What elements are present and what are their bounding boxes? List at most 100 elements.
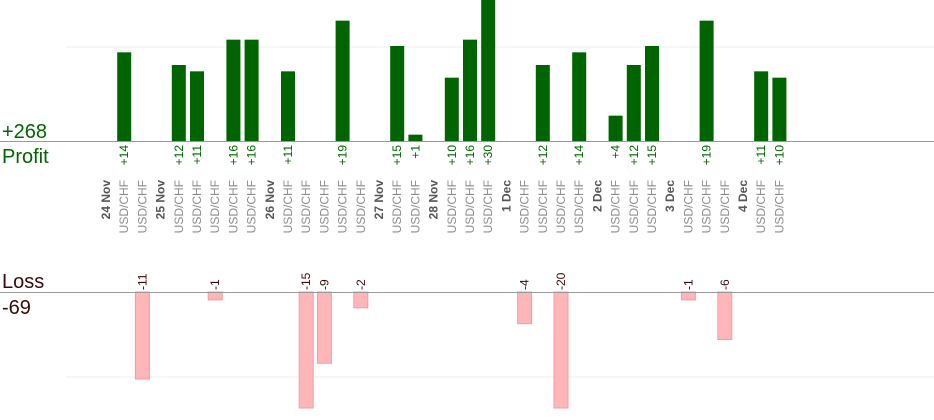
loss-bar <box>298 291 314 409</box>
pair-label: USD/CHF <box>645 180 659 233</box>
loss-value-label: -2 <box>354 279 368 290</box>
date-label: 1 Dec <box>499 180 513 212</box>
pair-label: USD/CHF <box>299 180 313 233</box>
profit-bar <box>171 65 186 141</box>
pair-label: USD/CHF <box>463 180 477 233</box>
pair-label: USD/CHF <box>754 180 768 233</box>
date-label: 2 Dec <box>590 180 604 212</box>
pair-label: USD/CHF <box>190 180 204 233</box>
pair-label: USD/CHF <box>245 180 259 233</box>
loss-label: Loss <box>2 271 44 293</box>
pair-label: USD/CHF <box>518 180 532 233</box>
loss-value-label: -4 <box>518 279 532 290</box>
date-label: 25 Nov <box>154 180 168 220</box>
profit-value-label: +12 <box>172 145 186 166</box>
profit-value-label: +19 <box>700 145 714 166</box>
pair-label: USD/CHF <box>572 180 586 233</box>
date-label: 24 Nov <box>99 180 113 220</box>
profit-bars: +14 +12 +11 +16 +16 +11 +19 +15 +1 +10 +16 +30 +12 +1… <box>117 0 787 166</box>
loss-bar <box>134 291 150 380</box>
pair-label: USD/CHF <box>390 180 404 233</box>
profit-bar <box>226 39 241 141</box>
pair-label: USD/CHF <box>408 180 422 233</box>
profit-value-label: +16 <box>245 145 259 166</box>
pair-label: USD/CHF <box>700 180 714 233</box>
loss-bar <box>553 291 569 409</box>
profit-bar <box>281 71 295 141</box>
profit-value-label: +10 <box>772 145 786 166</box>
loss-bar <box>207 291 223 301</box>
profit-value-label: +19 <box>336 145 350 166</box>
pair-label: USD/CHF <box>536 180 550 233</box>
profit-bar <box>772 77 787 141</box>
profit-value-label: +1 <box>408 145 422 159</box>
profit-bar <box>572 52 587 142</box>
profit-bar <box>535 65 550 141</box>
profit-value-label: +15 <box>390 145 404 166</box>
loss-total: -69 <box>2 297 31 319</box>
profit-bar <box>754 71 769 141</box>
pair-label: USD/CHF <box>226 180 240 233</box>
profit-value-label: +4 <box>609 145 623 159</box>
loss-bar <box>353 291 369 309</box>
pair-label: USD/CHF <box>172 180 186 233</box>
pair-label: USD/CHF <box>317 180 331 233</box>
pair-label: USD/CHF <box>681 180 695 233</box>
profit-value-label: +16 <box>463 145 477 166</box>
profit-value-label: +10 <box>445 145 459 166</box>
profit-bar <box>117 52 132 142</box>
date-label: 26 Nov <box>263 180 277 220</box>
profit-value-label: +15 <box>645 145 659 166</box>
column-labels: 24 Nov USD/CHF USD/CHF 25 Nov USD/CHF USD/CHF… <box>99 180 786 234</box>
profit-bar <box>608 115 623 141</box>
profit-bar <box>463 39 477 141</box>
loss-value-label: -20 <box>554 272 568 290</box>
pair-label: USD/CHF <box>718 180 732 233</box>
pair-label: USD/CHF <box>627 180 641 233</box>
pair-label: USD/CHF <box>554 180 568 233</box>
pair-label: USD/CHF <box>208 180 222 233</box>
loss-value-label: -15 <box>299 272 313 290</box>
profit-value-label: +12 <box>536 145 550 166</box>
loss-value-label: -6 <box>718 279 732 290</box>
date-label: 28 Nov <box>427 180 441 220</box>
loss-bar <box>680 291 696 301</box>
pair-label: USD/CHF <box>354 180 368 233</box>
pair-label: USD/CHF <box>609 180 623 233</box>
loss-bar <box>717 291 733 340</box>
profit-bar <box>626 65 641 141</box>
pair-label: USD/CHF <box>481 180 495 233</box>
profit-value-label: +14 <box>572 145 586 166</box>
profit-value-label: +16 <box>226 145 240 166</box>
pair-label: USD/CHF <box>135 180 149 233</box>
profit-bar <box>481 0 496 141</box>
profit-value-label: +11 <box>190 145 204 165</box>
loss-value-label: -1 <box>208 279 222 290</box>
profit-value-label: +30 <box>481 145 495 166</box>
pair-label: USD/CHF <box>445 180 459 233</box>
profit-bar <box>244 39 259 141</box>
pair-label: USD/CHF <box>117 180 131 233</box>
profit-value-label: +14 <box>117 145 131 166</box>
loss-value-label: -11 <box>135 273 149 290</box>
profit-bar <box>390 46 405 141</box>
profit-value-label: +11 <box>281 145 295 165</box>
pair-label: USD/CHF <box>772 180 786 233</box>
profit-label: Profit <box>2 146 49 168</box>
profit-bar <box>335 20 350 142</box>
profit-value-label: +11 <box>754 145 768 165</box>
profit-bar <box>645 46 659 141</box>
loss-bar <box>517 291 533 325</box>
date-label: 3 Dec <box>663 180 677 212</box>
profit-bar <box>408 134 423 141</box>
profit-value-label: +12 <box>627 145 641 166</box>
pair-label: USD/CHF <box>336 180 350 233</box>
loss-bar <box>316 291 332 364</box>
pair-label: USD/CHF <box>281 180 295 233</box>
loss-value-label: -1 <box>681 279 695 290</box>
profit-total: +268 <box>2 121 47 143</box>
profit-bar <box>190 71 204 141</box>
profit-bar <box>444 77 459 141</box>
